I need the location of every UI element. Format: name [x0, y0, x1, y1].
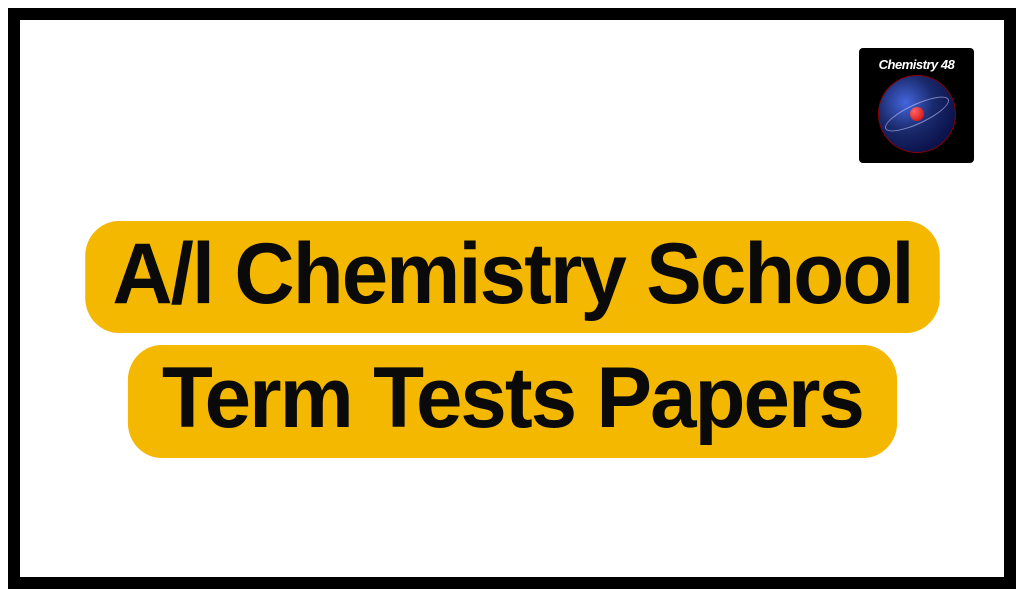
chemistry-logo: Chemistry 48	[859, 48, 974, 163]
main-frame: Chemistry 48 A/l Chemistry School Term T…	[8, 8, 1016, 589]
atom-icon	[877, 74, 957, 154]
title-line-1: A/l Chemistry School	[85, 221, 940, 333]
atom-nucleus	[910, 107, 924, 121]
logo-text: Chemistry 48	[879, 57, 955, 72]
title-line-2: Term Tests Papers	[127, 345, 896, 457]
title-container: A/l Chemistry School Term Tests Papers	[52, 215, 972, 464]
